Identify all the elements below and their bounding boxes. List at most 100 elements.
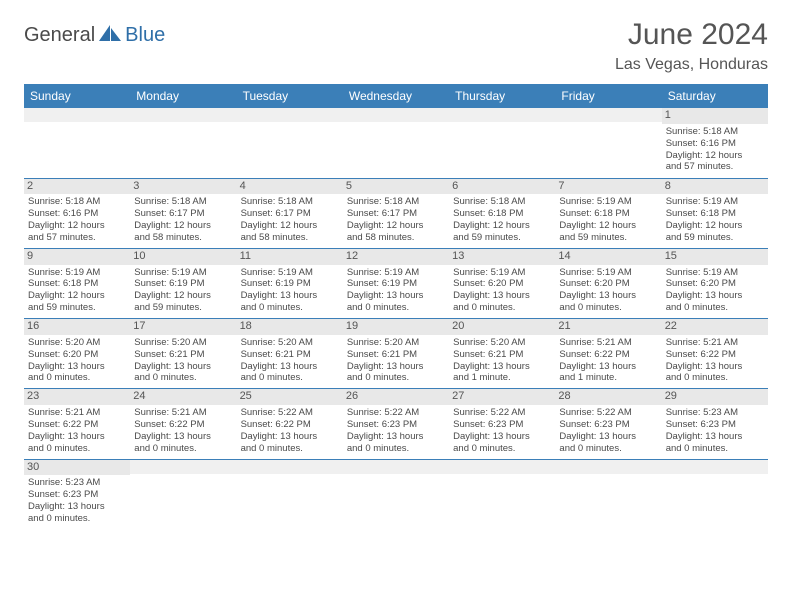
calendar-cell: 9Sunrise: 5:19 AMSunset: 6:18 PMDaylight… <box>24 248 130 318</box>
day-number <box>237 460 343 474</box>
day-number: 26 <box>343 389 449 405</box>
day-number: 25 <box>237 389 343 405</box>
day-detail-line: Sunrise: 5:22 AM <box>453 407 551 419</box>
day-detail-line: and 59 minutes. <box>134 302 232 314</box>
calendar-cell: 3Sunrise: 5:18 AMSunset: 6:17 PMDaylight… <box>130 178 236 248</box>
day-detail-line: Daylight: 12 hours <box>347 220 445 232</box>
day-number: 20 <box>449 319 555 335</box>
calendar-cell: 26Sunrise: 5:22 AMSunset: 6:23 PMDayligh… <box>343 389 449 459</box>
month-title: June 2024 <box>615 18 768 52</box>
day-detail-line: Daylight: 12 hours <box>241 220 339 232</box>
day-detail-line: Daylight: 12 hours <box>134 290 232 302</box>
day-detail-line: Sunrise: 5:20 AM <box>453 337 551 349</box>
day-detail-line: and 0 minutes. <box>559 443 657 455</box>
day-detail-line: Sunset: 6:21 PM <box>134 349 232 361</box>
day-number: 8 <box>662 179 768 195</box>
day-detail-line: Sunset: 6:22 PM <box>666 349 764 361</box>
day-detail-line: and 1 minute. <box>453 372 551 384</box>
day-number: 5 <box>343 179 449 195</box>
day-detail-line: Sunset: 6:21 PM <box>347 349 445 361</box>
day-number: 3 <box>130 179 236 195</box>
day-detail-line: Sunset: 6:17 PM <box>347 208 445 220</box>
calendar-cell: 22Sunrise: 5:21 AMSunset: 6:22 PMDayligh… <box>662 319 768 389</box>
day-detail-line: Sunset: 6:22 PM <box>241 419 339 431</box>
day-detail-line: Daylight: 13 hours <box>559 290 657 302</box>
day-detail-line: Daylight: 13 hours <box>241 361 339 373</box>
day-detail-line: Daylight: 12 hours <box>666 150 764 162</box>
day-number: 6 <box>449 179 555 195</box>
day-number: 21 <box>555 319 661 335</box>
day-detail-line: Sunset: 6:23 PM <box>559 419 657 431</box>
day-detail-line: Sunset: 6:22 PM <box>559 349 657 361</box>
day-detail-line: and 0 minutes. <box>241 372 339 384</box>
day-detail-line: and 58 minutes. <box>134 232 232 244</box>
day-header: Sunday <box>24 84 130 108</box>
calendar-week: 2Sunrise: 5:18 AMSunset: 6:16 PMDaylight… <box>24 178 768 248</box>
day-detail-line: Sunset: 6:21 PM <box>453 349 551 361</box>
day-detail-line: Sunset: 6:21 PM <box>241 349 339 361</box>
calendar-cell: 28Sunrise: 5:22 AMSunset: 6:23 PMDayligh… <box>555 389 661 459</box>
calendar-cell: 21Sunrise: 5:21 AMSunset: 6:22 PMDayligh… <box>555 319 661 389</box>
calendar-cell: 16 Sunrise: 5:20 AMSunset: 6:20 PMDayligh… <box>24 319 130 389</box>
day-detail-line: Sunset: 6:18 PM <box>28 278 126 290</box>
day-detail-line: and 57 minutes. <box>28 232 126 244</box>
day-detail-line: and 59 minutes. <box>453 232 551 244</box>
calendar-cell: 15Sunrise: 5:19 AMSunset: 6:20 PMDayligh… <box>662 248 768 318</box>
day-detail-line: Sunrise: 5:19 AM <box>666 267 764 279</box>
calendar-cell: 13Sunrise: 5:19 AMSunset: 6:20 PMDayligh… <box>449 248 555 318</box>
day-number: 16 <box>24 319 130 335</box>
day-detail-line: Daylight: 13 hours <box>559 431 657 443</box>
day-detail-line: Daylight: 13 hours <box>666 431 764 443</box>
day-detail-line: Daylight: 12 hours <box>453 220 551 232</box>
calendar-cell: 20 Sunrise: 5:20 AMSunset: 6:21 PMDayligh… <box>449 319 555 389</box>
day-detail-line: Sunrise: 5:19 AM <box>666 196 764 208</box>
day-detail-line: and 0 minutes. <box>347 443 445 455</box>
day-detail-line: and 0 minutes. <box>666 372 764 384</box>
calendar-week: 9Sunrise: 5:19 AMSunset: 6:18 PMDaylight… <box>24 248 768 318</box>
day-detail-line: Sunrise: 5:22 AM <box>241 407 339 419</box>
day-number: 28 <box>555 389 661 405</box>
day-number: 10 <box>130 249 236 265</box>
day-detail-line: Sunset: 6:20 PM <box>666 278 764 290</box>
calendar-cell: 27Sunrise: 5:22 AMSunset: 6:23 PMDayligh… <box>449 389 555 459</box>
day-detail-line: Daylight: 13 hours <box>453 361 551 373</box>
day-detail-line: Daylight: 12 hours <box>666 220 764 232</box>
day-detail-line: Sunset: 6:23 PM <box>347 419 445 431</box>
day-detail-line: Sunrise: 5:18 AM <box>347 196 445 208</box>
day-detail-line: and 0 minutes. <box>241 302 339 314</box>
day-number <box>449 460 555 474</box>
day-detail-line: Sunrise: 5:20 AM <box>28 337 126 349</box>
calendar-cell: 10Sunrise: 5:19 AMSunset: 6:19 PMDayligh… <box>130 248 236 318</box>
day-number: 4 <box>237 179 343 195</box>
day-number: 14 <box>555 249 661 265</box>
day-detail-line: Daylight: 13 hours <box>28 361 126 373</box>
calendar-cell: 25Sunrise: 5:22 AMSunset: 6:22 PMDayligh… <box>237 389 343 459</box>
day-header-row: Sunday Monday Tuesday Wednesday Thursday… <box>24 84 768 108</box>
calendar-cell: 29Sunrise: 5:23 AMSunset: 6:23 PMDayligh… <box>662 389 768 459</box>
day-detail-line: Daylight: 13 hours <box>347 431 445 443</box>
day-detail-line: Sunset: 6:17 PM <box>134 208 232 220</box>
day-detail-line: Sunset: 6:17 PM <box>241 208 339 220</box>
day-header: Saturday <box>662 84 768 108</box>
day-number <box>343 108 449 122</box>
day-detail-line: Sunset: 6:23 PM <box>453 419 551 431</box>
day-detail-line: and 58 minutes. <box>347 232 445 244</box>
day-detail-line: Sunset: 6:16 PM <box>28 208 126 220</box>
calendar-cell: 8Sunrise: 5:19 AMSunset: 6:18 PMDaylight… <box>662 178 768 248</box>
day-detail-line: Sunrise: 5:19 AM <box>241 267 339 279</box>
day-detail-line: Sunset: 6:19 PM <box>347 278 445 290</box>
day-detail-line: Sunset: 6:20 PM <box>28 349 126 361</box>
day-detail-line: and 0 minutes. <box>559 302 657 314</box>
logo-text-blue: Blue <box>125 24 165 47</box>
calendar-week: 23Sunrise: 5:21 AMSunset: 6:22 PMDayligh… <box>24 389 768 459</box>
day-detail-line: Daylight: 13 hours <box>559 361 657 373</box>
day-detail-line: Sunrise: 5:19 AM <box>134 267 232 279</box>
calendar-cell: 11Sunrise: 5:19 AMSunset: 6:19 PMDayligh… <box>237 248 343 318</box>
day-detail-line: Sunset: 6:22 PM <box>134 419 232 431</box>
day-detail-line: Daylight: 12 hours <box>559 220 657 232</box>
calendar-cell <box>237 459 343 529</box>
calendar-cell <box>130 108 236 178</box>
calendar-cell <box>662 459 768 529</box>
logo-text-general: General <box>24 24 95 47</box>
location: Las Vegas, Honduras <box>615 56 768 74</box>
